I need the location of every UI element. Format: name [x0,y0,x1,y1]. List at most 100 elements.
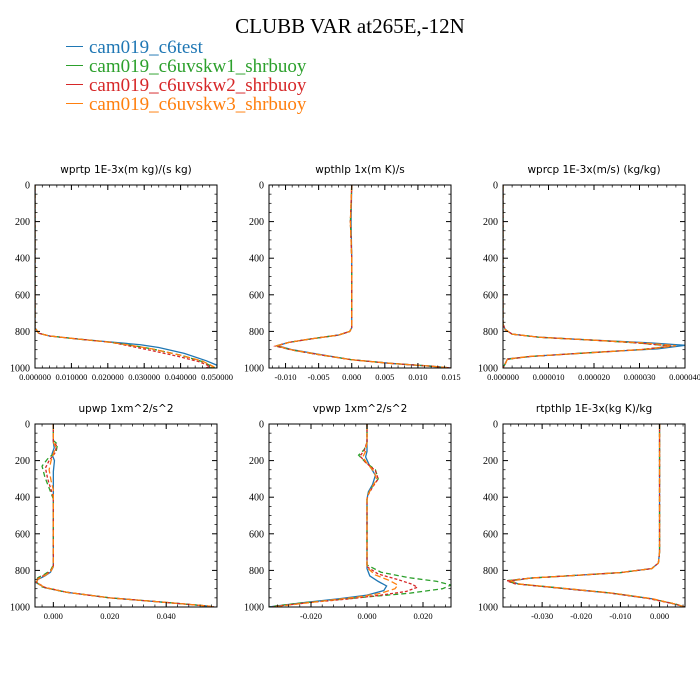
plot-frame [34,184,218,369]
figure-title: CLUBB VAR at265E,-12N [235,14,465,38]
x-tick-label: 0.010 [408,372,427,382]
y-tick-label: 1000 [10,603,30,614]
y-tick-label: 600 [15,529,30,540]
series-line [503,185,676,368]
y-tick-label: 200 [483,217,498,228]
y-tick-label: 600 [483,290,498,301]
plot-frame [502,423,686,608]
y-tick-label: 200 [249,456,264,467]
y-tick-label: 0 [25,420,30,431]
x-tick-label: 0.000 [357,611,376,621]
y-tick-label: 800 [483,566,498,577]
series-line [35,185,217,368]
y-tick-label: 400 [483,493,498,504]
y-tick-label: 600 [249,290,264,301]
y-tick-label: 600 [15,290,30,301]
x-tick-label: 0.040 [157,611,176,621]
y-tick-label: 800 [15,566,30,577]
x-tick-label: 0.020000 [92,372,124,382]
x-tick-label: 0.020 [413,611,432,621]
y-tick-label: 1000 [10,364,30,375]
legend-label: cam019_c6uvskw2_shrbuoy [89,75,307,96]
y-tick-label: 200 [483,456,498,467]
legend-label: cam019_c6test [89,37,203,58]
y-tick-label: 1000 [244,364,264,375]
x-tick-label: -0.010 [275,372,297,382]
x-tick-label: 0.015 [441,372,460,382]
series-line [35,185,212,368]
series-line [35,185,216,368]
series-group [35,185,217,368]
x-tick-label: 0.000 [44,611,63,621]
x-tick-label: 0.040000 [165,372,197,382]
y-tick-label: 200 [15,217,30,228]
series-line [271,424,419,607]
legend-item: cam019_c6uvskw2_shrbuoy [66,76,306,95]
y-tick-label: 200 [249,217,264,228]
panel: 0.000000 0.010000 0.020000 0.030000 0.040000… [10,164,233,382]
y-tick-label: 0 [493,181,498,192]
y-tick-label: 1000 [478,603,498,614]
y-tick-label: 400 [249,254,264,265]
legend-label: cam019_c6uvskw3_shrbuoy [89,94,307,115]
x-tick-label: 0.000010 [533,372,565,382]
legend-line-swatch [66,46,83,48]
plot-frame [34,423,218,608]
series-line [503,185,672,368]
series-line [273,185,451,368]
x-tick-label: 0.000 [650,611,669,621]
series-line [274,185,451,368]
legend-label: cam019_c6uvskw1_shrbuoy [89,56,307,77]
x-tick-label: 0.000030 [624,372,656,382]
y-tick-label: 400 [15,493,30,504]
y-tick-label: 800 [15,327,30,338]
series-group [503,185,685,368]
panel: -0.010 -0.005 0.000 0.005 0.010 0.015 0 200 400 6… [244,164,461,382]
x-tick-label: -0.005 [308,372,330,382]
legend: cam019_c6test cam019_c6uvskw1_shrbuoy ca… [66,38,306,114]
x-tick-label: 0.000040 [669,372,700,382]
panel-title: wpthlp 1x(m K)/s [315,164,405,176]
y-tick-label: 200 [15,456,30,467]
y-tick-label: 1000 [478,364,498,375]
y-tick-label: 400 [249,493,264,504]
series-line [35,424,215,607]
series-line [35,424,215,607]
panel: 0.000000 0.000010 0.000020 0.000030 0.000040… [478,164,700,382]
y-tick-label: 800 [249,566,264,577]
series-line [274,424,399,607]
x-tick-label: -0.020 [300,611,322,621]
series-line [506,424,685,607]
series-line [35,424,215,607]
y-tick-label: 400 [483,254,498,265]
panel-title: rtpthlp 1E-3x(kg K)/kg [536,403,652,415]
x-tick-label: 0.030000 [128,372,160,382]
y-tick-label: 800 [249,327,264,338]
y-tick-label: 1000 [244,603,264,614]
panel-title: upwp 1xm^2/s^2 [79,403,174,415]
y-tick-label: 600 [483,529,498,540]
series-line [503,185,672,368]
y-tick-label: 0 [493,420,498,431]
y-tick-label: 600 [249,529,264,540]
x-tick-label: 0.000020 [578,372,610,382]
series-group [273,185,451,368]
legend-item: cam019_c6uvskw3_shrbuoy [66,95,306,114]
x-tick-label: 0.000000 [19,372,51,382]
legend-line-swatch [66,65,83,67]
panel-title: vpwp 1xm^2/s^2 [313,403,408,415]
plot-frame [268,423,452,608]
series-line [35,424,215,607]
panel: 0.000 0.020 0.040 0 200 400 600 800 1000 upwp 1xm… [10,403,218,621]
y-tick-label: 0 [25,181,30,192]
legend-item: cam019_c6uvskw1_shrbuoy [66,57,306,76]
panel-title: wprtp 1E-3x(m kg)/(s kg) [60,164,191,176]
panel: -0.030 -0.020 -0.010 0.000 0 200 400 600 800 1000… [478,403,686,621]
legend-item: cam019_c6test [66,38,306,57]
x-tick-label: 0.000000 [487,372,519,382]
y-tick-label: 800 [483,327,498,338]
series-line [35,185,215,368]
x-tick-label: -0.010 [609,611,631,621]
